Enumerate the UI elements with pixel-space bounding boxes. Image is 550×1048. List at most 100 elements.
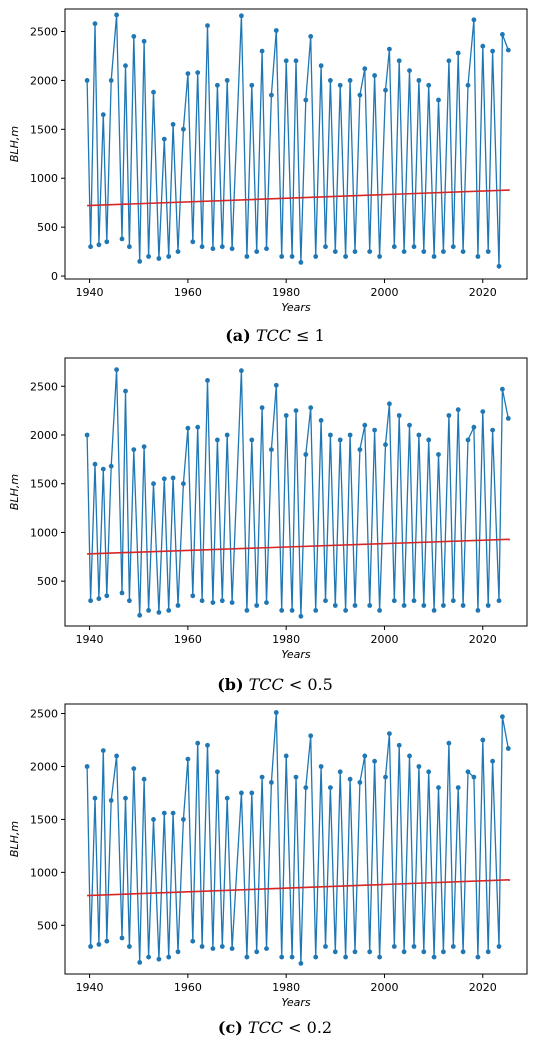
data-point (347, 78, 353, 83)
data-point (279, 954, 285, 960)
data-point (332, 603, 338, 608)
caption-condition: < 0.5 (288, 675, 333, 694)
data-point (337, 437, 343, 443)
data-point (480, 737, 486, 743)
data-point (391, 598, 397, 604)
y-tick-label: 0 (51, 270, 58, 283)
data-point (146, 254, 152, 259)
data-point (96, 242, 102, 248)
data-point (123, 63, 128, 69)
data-point (441, 603, 446, 608)
data-point (416, 432, 422, 438)
x-axis-label: Years (281, 648, 311, 661)
x-tick-label: 1960 (174, 286, 202, 299)
data-point (387, 731, 392, 736)
trend-line (87, 189, 510, 207)
data-point (357, 780, 363, 785)
data-point (151, 481, 156, 487)
data-point (332, 949, 338, 955)
data-point (450, 244, 456, 250)
y-axis-label: BLH,m (8, 474, 21, 510)
data-point (131, 447, 137, 452)
data-point (205, 742, 210, 748)
data-point (416, 78, 422, 83)
data-point (490, 427, 495, 433)
data-point (475, 954, 481, 960)
data-point (126, 944, 132, 949)
data-point (269, 447, 274, 452)
data-point (126, 244, 132, 250)
data-point (298, 260, 304, 265)
y-axis-label: BLH,m (8, 126, 21, 162)
caption-a: (a) TCC ≤ 1 (0, 326, 550, 345)
data-point (137, 960, 143, 965)
data-point (367, 603, 373, 608)
y-tick-label: 500 (37, 919, 58, 932)
data-point (181, 126, 186, 132)
data-point (411, 944, 417, 949)
data-point (84, 764, 90, 769)
data-point (104, 239, 110, 245)
data-point (249, 82, 255, 88)
data-point (185, 425, 191, 431)
data-point (383, 442, 388, 448)
data-point (426, 769, 432, 775)
x-tick-label: 2000 (370, 633, 398, 646)
data-point (500, 714, 505, 720)
data-point (323, 944, 328, 949)
data-point (170, 810, 176, 816)
data-point (92, 21, 98, 27)
data-point (318, 418, 324, 423)
data-point (151, 89, 156, 95)
x-tick-label: 1940 (76, 633, 104, 646)
data-point (181, 817, 186, 822)
x-tick-label: 2020 (469, 981, 497, 994)
data-point (224, 432, 230, 438)
data-point (283, 58, 289, 64)
chart-panel-a: 1940 1960 1980 2000 2020 0 500 1000 1500 2000 2500… (0, 0, 550, 349)
data-point (426, 82, 432, 88)
data-point (215, 437, 220, 443)
data-point (119, 935, 125, 941)
data-point (137, 259, 143, 264)
data-point (401, 603, 407, 608)
plot-frame (64, 357, 528, 627)
data-point (362, 422, 368, 428)
caption-variable: TCC (247, 1018, 284, 1037)
y-tick-label: 2000 (30, 429, 58, 442)
data-point (416, 764, 422, 769)
data-point (100, 748, 106, 753)
data-point (205, 23, 210, 28)
data-point (264, 600, 269, 605)
caption-variable: TCC (248, 675, 284, 694)
data-point (166, 954, 172, 960)
data-point (156, 256, 162, 261)
data-point (195, 70, 201, 75)
data-point (244, 608, 250, 613)
y-tick-label: 1500 (30, 123, 58, 136)
blh-series-line (86, 14, 509, 267)
trend-line (87, 538, 510, 555)
y-tick-label: 1500 (30, 813, 58, 826)
data-point (485, 949, 491, 955)
data-point (436, 785, 441, 790)
data-point (362, 66, 368, 72)
data-point (104, 938, 110, 944)
data-point (92, 461, 98, 467)
chart-b: 1940 1960 1980 2000 2020 500 1000 1500 2000 2500 Y… (8, 357, 528, 661)
x-tick-label: 1940 (76, 981, 104, 994)
data-point (303, 785, 309, 790)
data-point (289, 608, 295, 613)
data-point (273, 710, 279, 715)
x-tick-label: 2000 (370, 981, 398, 994)
y-tick-label: 1000 (30, 526, 58, 539)
data-point (446, 740, 452, 746)
y-tick-label: 1000 (30, 172, 58, 185)
data-point (175, 249, 181, 255)
data-point (328, 78, 333, 83)
data-point (436, 97, 441, 103)
data-point (313, 254, 319, 259)
data-point (455, 785, 461, 790)
data-point (372, 73, 377, 78)
data-point (337, 769, 343, 775)
